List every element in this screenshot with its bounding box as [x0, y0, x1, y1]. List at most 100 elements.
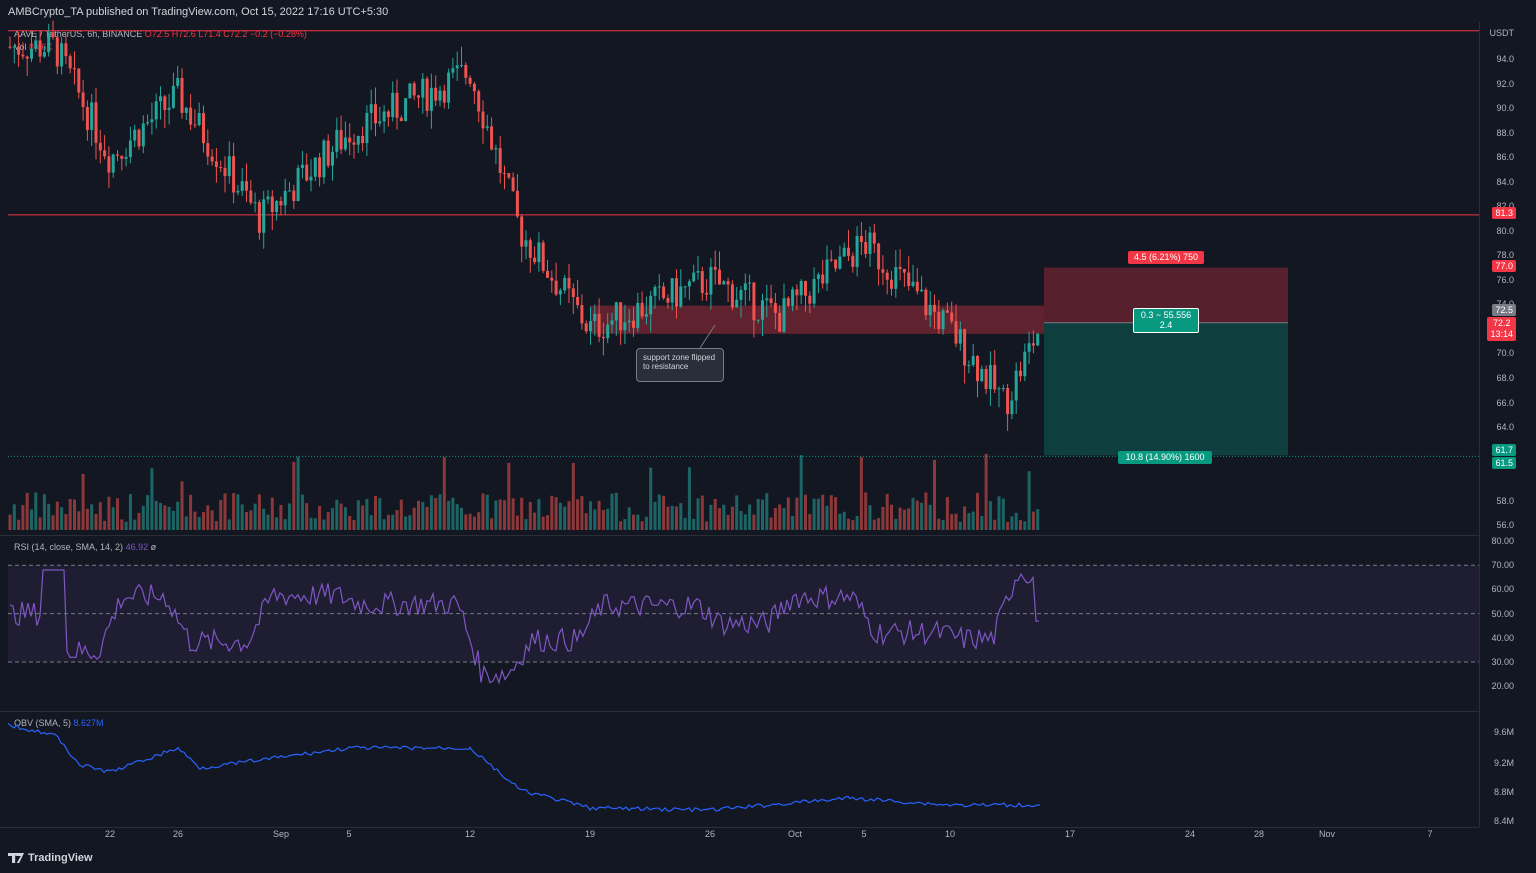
price-tick: 58.0 [1496, 495, 1514, 506]
publisher-header: AMBCrypto_TA published on TradingView.co… [8, 6, 389, 18]
obv-value: 8.627M [73, 718, 104, 728]
candle-body [666, 298, 670, 303]
tradingview-brand: TradingView [28, 852, 93, 864]
volume-bar [94, 514, 98, 530]
volume-bar [847, 518, 850, 530]
candle-body [159, 96, 162, 102]
candle-body [524, 240, 528, 247]
candle-body [219, 166, 223, 168]
volume-bar [283, 519, 287, 530]
rsi-extra: ø [150, 542, 157, 552]
candle-body [107, 156, 111, 173]
volume-bar [558, 502, 562, 530]
volume-bar [163, 505, 167, 530]
annotation-callout[interactable]: support zone flipped to resistance [636, 348, 724, 382]
volume-bar [356, 500, 360, 530]
candle-body [103, 150, 107, 157]
volume-bar [365, 499, 369, 530]
volume-bar [17, 519, 21, 530]
volume-bar [378, 498, 382, 530]
candle-body [984, 368, 988, 390]
target-tag-1: 61.7 [1492, 444, 1516, 456]
candle-body [288, 190, 291, 192]
rsi-tick: 40.00 [1491, 632, 1514, 643]
candle-body [976, 356, 979, 382]
volume-bar [219, 500, 223, 530]
time-tick: Nov [1318, 829, 1335, 839]
candle-body [829, 259, 833, 261]
candle-body [494, 148, 498, 150]
candle-body [111, 154, 115, 173]
price-tick: 88.0 [1496, 127, 1514, 138]
volume-bar [675, 506, 678, 530]
volume-bar [176, 501, 180, 530]
candle-body [988, 365, 992, 390]
annotation-pointer [699, 324, 716, 349]
volume-bar [550, 495, 554, 530]
candle-body [515, 190, 519, 217]
volume-bar [739, 510, 743, 530]
target-tag-2: 61.5 [1492, 457, 1516, 469]
candle-body [266, 196, 270, 200]
candle-body [511, 177, 515, 191]
candle-body [12, 46, 16, 48]
time-tick: 22 [104, 829, 115, 839]
volume-bar [868, 505, 872, 530]
candle-body [47, 32, 51, 53]
candle-body [90, 102, 94, 130]
volume-bar [227, 519, 231, 530]
candle-body [408, 83, 412, 99]
volume-bar [404, 516, 408, 530]
volume-bar [662, 495, 666, 530]
volume-bar [533, 512, 537, 530]
volume-bar [653, 501, 657, 530]
volume-bar [417, 500, 420, 530]
candle-body [270, 196, 274, 213]
candle-body [928, 304, 932, 316]
candle-body [657, 286, 661, 288]
volume-bar [236, 494, 240, 530]
volume-bar [60, 507, 64, 530]
candle-body [68, 56, 72, 69]
candle-body [739, 289, 743, 300]
volume-bar [103, 520, 107, 530]
volume-bar [81, 473, 85, 530]
candle-body [94, 102, 98, 143]
price-tick: 84.0 [1496, 176, 1514, 187]
candle-body [343, 137, 347, 150]
candle-body [339, 130, 343, 150]
candle-body [756, 319, 760, 321]
volume-bar [885, 494, 889, 530]
volume-bar [322, 519, 326, 530]
volume-bar [1010, 516, 1014, 530]
candle-body [967, 364, 971, 366]
volume-bar [786, 497, 790, 530]
candle-body [279, 201, 283, 206]
volume-bar [253, 503, 257, 530]
candle-body [485, 126, 489, 129]
volume-bar [692, 518, 696, 530]
candle-body [25, 56, 29, 59]
volume-bar [245, 511, 248, 530]
volume-bar [756, 498, 760, 530]
volume-bar [292, 461, 296, 530]
tradingview-logo[interactable]: TradingView [8, 852, 93, 864]
candle-body [954, 321, 958, 344]
candle-body [262, 199, 266, 233]
candle-body [743, 283, 747, 290]
candle-body [700, 271, 704, 293]
candle-body [503, 172, 506, 174]
candle-body [455, 65, 459, 69]
time-tick: 19 [584, 829, 595, 839]
volume-bar [657, 494, 661, 530]
volume-bar [795, 497, 799, 530]
candle-body [98, 142, 102, 151]
candle-body [253, 202, 257, 204]
volume-bar [537, 499, 541, 530]
candle-body [481, 111, 485, 129]
volume-bar [735, 495, 739, 530]
volume-bar [520, 497, 524, 530]
volume-bar [967, 513, 971, 530]
price-axis[interactable] [1479, 22, 1536, 827]
volume-bar [954, 513, 958, 530]
